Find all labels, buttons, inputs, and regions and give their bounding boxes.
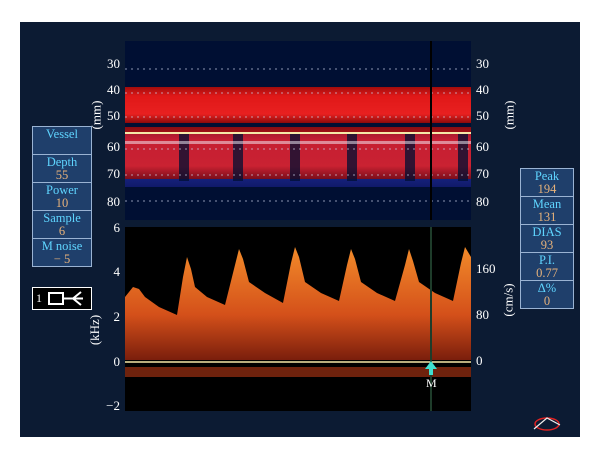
- tick-depth-50: 50: [107, 108, 120, 123]
- depth-cell[interactable]: Depth 55: [33, 155, 91, 183]
- sample-label: Sample: [43, 211, 81, 225]
- vessel-cell[interactable]: Vessel: [33, 127, 91, 155]
- tick-depth-60-right: 60: [476, 139, 489, 154]
- left-parameter-panel: Vessel Depth 55 Power 10 Sample 6 M nois…: [32, 126, 92, 267]
- power-label: Power: [46, 183, 78, 197]
- tick-depth-50-right: 50: [476, 108, 489, 123]
- cursor-label: M: [426, 376, 437, 390]
- tick-khz-minus2: −2: [106, 398, 120, 413]
- vessel-label: Vessel: [46, 127, 78, 141]
- velocity-axis-title: (cm/s): [500, 283, 516, 317]
- mean-value: 131: [537, 210, 557, 224]
- tick-velocity-160: 160: [476, 261, 496, 276]
- pi-cell: P.I. 0.77: [521, 253, 573, 281]
- pi-label: P.I.: [539, 253, 555, 267]
- mean-cell: Mean 131: [521, 197, 573, 225]
- delta-label: Δ%: [537, 281, 557, 295]
- tick-depth-60: 60: [107, 139, 120, 154]
- power-cell[interactable]: Power 10: [33, 183, 91, 211]
- tick-depth-40-right: 40: [476, 82, 489, 97]
- tick-khz-2: 2: [113, 309, 121, 324]
- peak-cell: Peak 194: [521, 169, 573, 197]
- tick-velocity-0: 0: [476, 353, 483, 368]
- probe-icon: [48, 291, 83, 306]
- tick-depth-70: 70: [107, 166, 120, 181]
- m-mode-panel: [125, 41, 471, 220]
- tick-depth-80: 80: [107, 194, 120, 209]
- sample-cell[interactable]: Sample 6: [33, 211, 91, 239]
- tick-depth-30-right: 30: [476, 56, 489, 71]
- peak-value: 194: [537, 182, 557, 196]
- depth-axis-title-right: (mm): [501, 100, 517, 130]
- depth-label: Depth: [46, 155, 78, 169]
- probe-selector[interactable]: 1: [32, 287, 92, 310]
- power-value: 10: [55, 196, 69, 210]
- tick-depth-80-right: 80: [476, 194, 489, 209]
- tick-velocity-80: 80: [476, 307, 489, 322]
- peak-label: Peak: [534, 169, 560, 183]
- mnoise-label: M noise: [41, 239, 83, 253]
- pi-value: 0.77: [536, 266, 558, 280]
- delta-value: 0: [543, 294, 551, 308]
- doppler-display: 30 40 50 60 70 80 (mm) 30 40 50 60 70 80…: [20, 22, 580, 437]
- cursor-arrow-icon: [425, 361, 437, 375]
- tick-khz-0: 0: [113, 354, 121, 369]
- tick-depth-40: 40: [107, 82, 120, 97]
- tick-khz-4: 4: [113, 264, 121, 279]
- m-mode-image: [125, 41, 471, 220]
- depth-value: 55: [55, 168, 69, 182]
- tick-depth-70-right: 70: [476, 166, 489, 181]
- doppler-spectrum-panel: [125, 227, 471, 411]
- probe-number: 1: [36, 291, 42, 305]
- tick-depth-30: 30: [107, 56, 120, 71]
- mnoise-value: − 5: [53, 252, 71, 266]
- dias-cell: DIAS 93: [521, 225, 573, 253]
- tick-khz-6: 6: [113, 220, 121, 235]
- freq-axis-title: (kHz): [87, 314, 103, 346]
- mnoise-cell[interactable]: M noise − 5: [33, 239, 91, 266]
- right-results-panel: Peak 194 Mean 131 DIAS 93 P.I. 0.77 Δ% 0: [520, 168, 574, 309]
- dias-value: 93: [540, 238, 554, 252]
- sample-value: 6: [58, 224, 66, 238]
- dias-label: DIAS: [532, 225, 562, 239]
- delta-cell: Δ% 0: [521, 281, 573, 308]
- brand-logo-icon: [533, 417, 561, 431]
- mean-label: Mean: [532, 197, 562, 211]
- doppler-spectrum: [125, 227, 471, 411]
